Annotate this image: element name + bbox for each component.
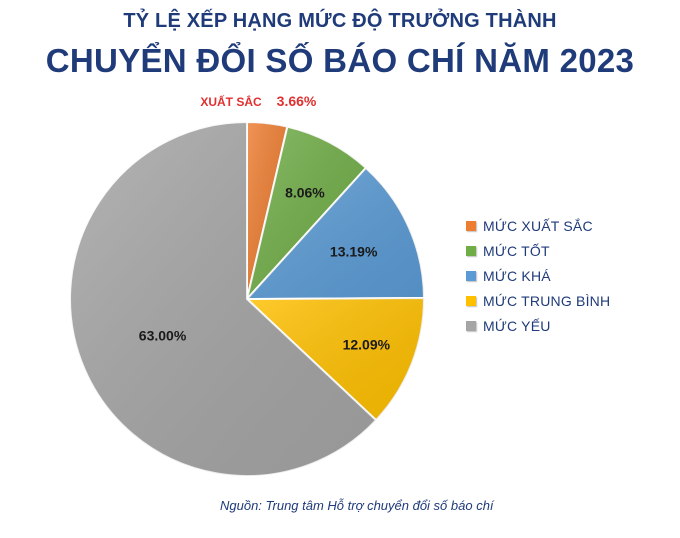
- legend-swatch: [466, 245, 476, 256]
- legend-item-good: MỨC TỐT: [466, 238, 610, 263]
- pie-slice-shade: [247, 126, 366, 299]
- data-label-fair: 13.19%: [330, 243, 378, 259]
- source-note: Nguồn: Trung tâm Hỗ trợ chuyển đổi số bá…: [220, 498, 494, 513]
- data-label-excellent: 3.66%: [277, 93, 317, 109]
- callout-label-excellent: XUẤT SẮC: [200, 94, 262, 109]
- legend-label: MỨC TỐT: [483, 242, 550, 259]
- chart-subtitle: TỶ LỆ XẾP HẠNG MỨC ĐỘ TRƯỞNG THÀNH: [123, 10, 557, 32]
- pie-slice-shade: [69, 122, 377, 476]
- data-label-average: 12.09%: [343, 336, 391, 352]
- pie-slice-shade: [247, 167, 424, 299]
- legend-swatch: [466, 295, 476, 306]
- legend-swatch: [466, 270, 476, 281]
- legend-item-average: MỨC TRUNG BÌNH: [466, 288, 610, 313]
- data-label-good: 8.06%: [285, 184, 325, 200]
- chart-title: CHUYỂN ĐỔI SỐ BÁO CHÍ NĂM 2023: [45, 42, 635, 79]
- pie-labels: 3.66% 8.06% 13.19% 12.09% 63.00% XUẤT SẮC: [139, 93, 391, 352]
- legend-item-weak: MỨC YẾU: [466, 313, 610, 338]
- legend-item-fair: MỨC KHÁ: [466, 263, 610, 288]
- legend-swatch: [466, 320, 476, 331]
- legend-label: MỨC XUẤT SẮC: [483, 217, 593, 234]
- legend-label: MỨC TRUNG BÌNH: [483, 292, 611, 309]
- legend-label: MỨC KHÁ: [483, 267, 551, 284]
- data-label-weak: 63.00%: [139, 328, 187, 344]
- pie-slice-shade: [247, 298, 425, 421]
- legend-item-excellent: MỨC XUẤT SẮC: [466, 213, 610, 238]
- legend-label: MỨC YẾU: [483, 317, 551, 334]
- chart-legend: MỨC XUẤT SẮC MỨC TỐT MỨC KHÁ MỨC TRUNG BÌNH…: [466, 213, 610, 338]
- legend-swatch: [466, 220, 476, 231]
- pie-slices: [69, 120, 426, 477]
